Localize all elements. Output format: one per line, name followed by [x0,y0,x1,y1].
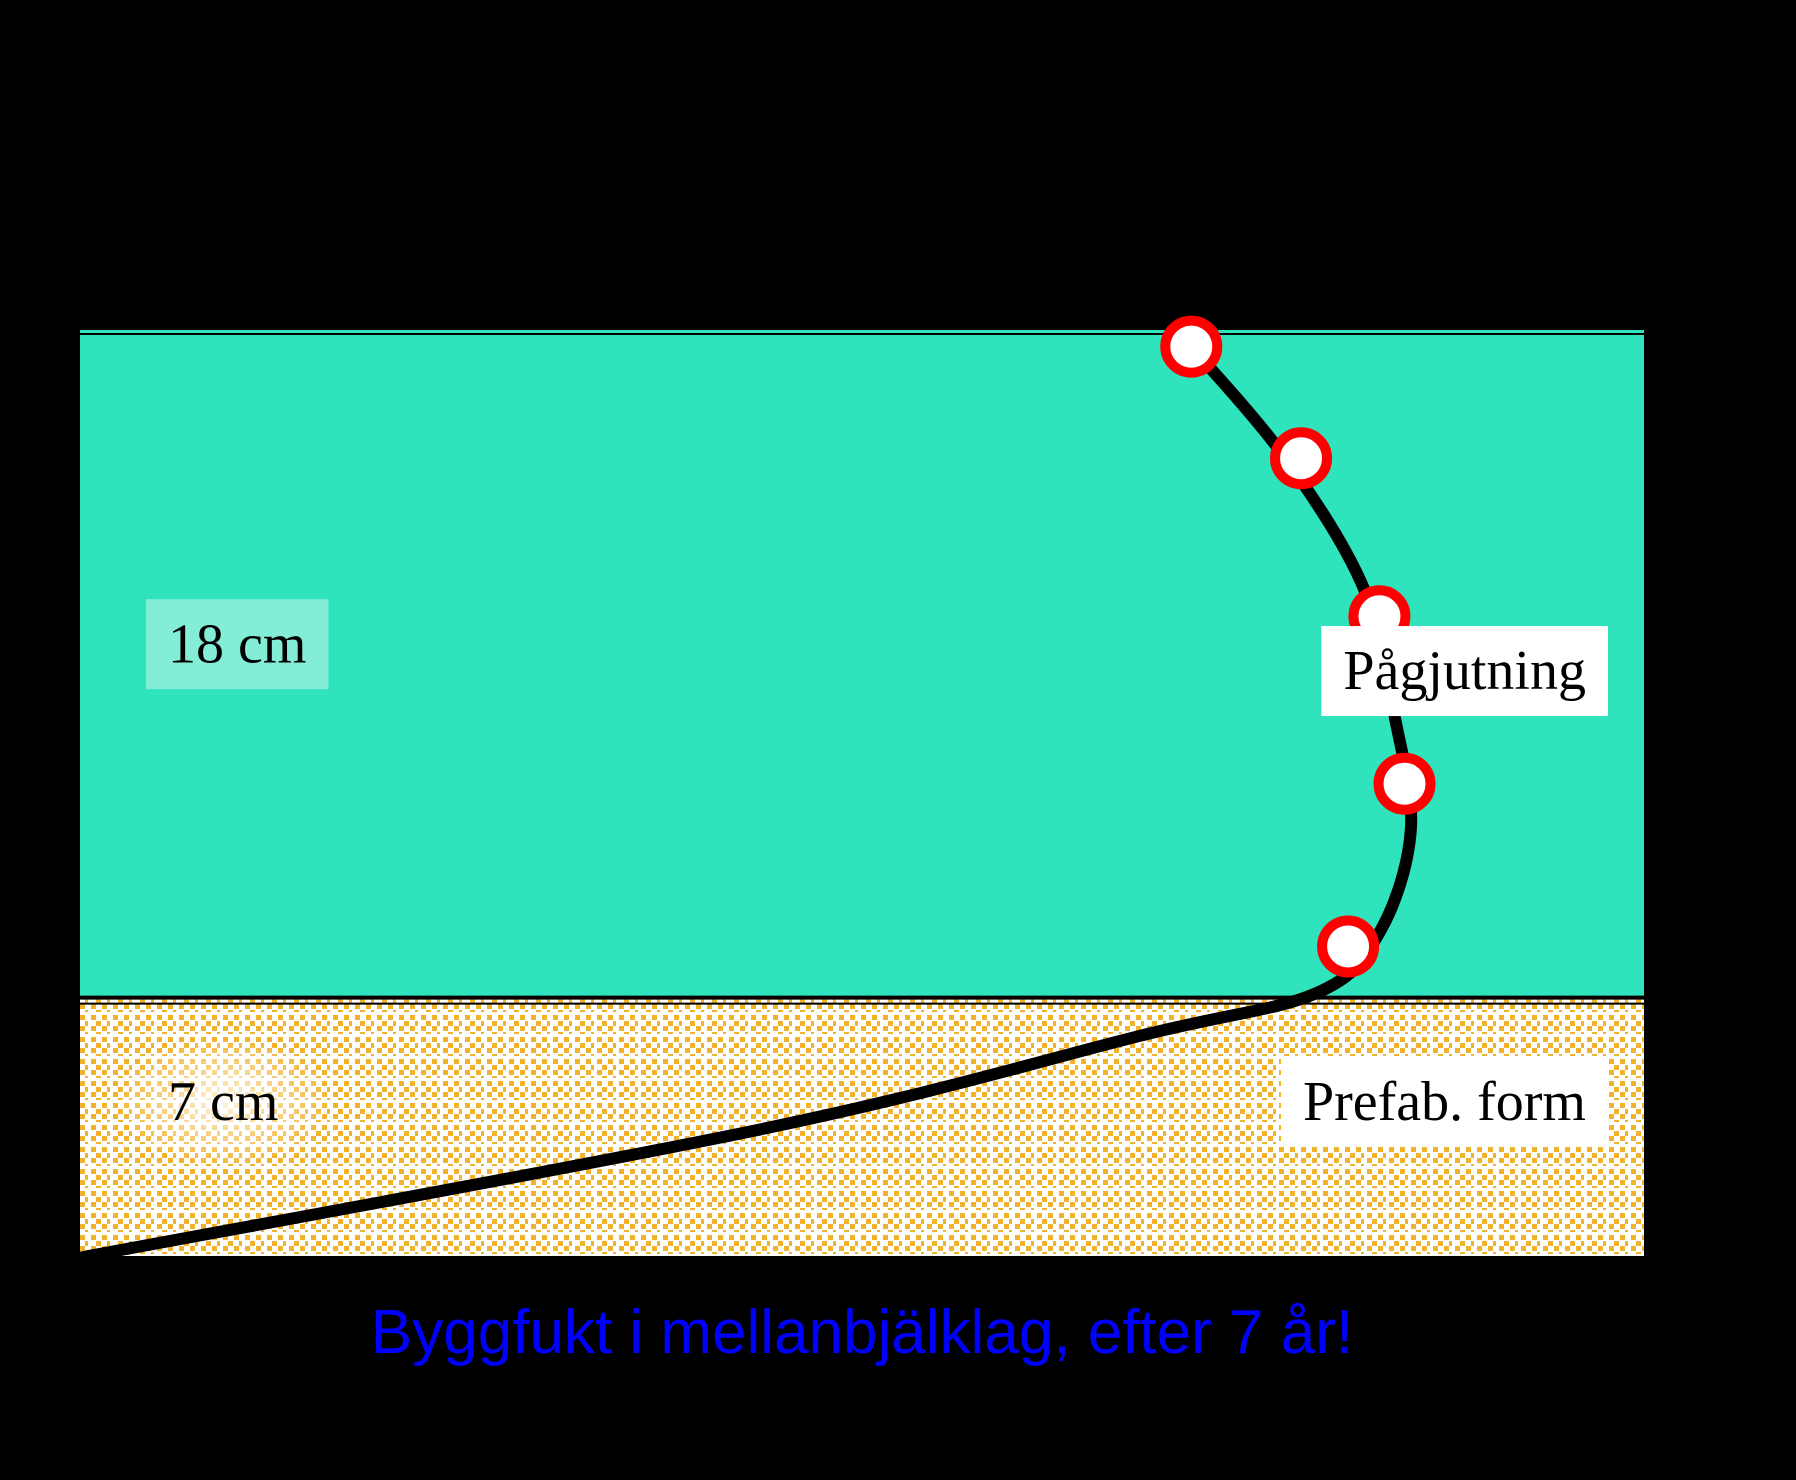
axis-tick-label: 90 [1306,245,1358,302]
measurement-point [1275,432,1327,484]
bottom-thickness-label: 7 cm [120,1040,327,1164]
caption: Byggfukt i mellanbjälklag, efter 7 år! [371,1298,1353,1367]
measurement-point [1165,321,1217,373]
measurement-point [1379,758,1431,810]
bottom-name-label-text: Prefab. form [1303,1071,1586,1133]
axis-tick-label: 60 [366,245,418,302]
top-thickness-label: 18 cm [146,599,328,689]
bottom-thickness-label-text: 7 cm [168,1071,278,1133]
axis-tick-label: 70 [679,245,731,302]
bottom-name-label: Prefab. form [1281,1057,1608,1147]
axis-tick-label: 80 [993,245,1045,302]
measurement-point [1322,920,1374,972]
axis-tick-label: 100 [1607,245,1685,302]
top-name-label: Pågjutning [1321,626,1608,716]
axis-title: RF [%] [776,156,948,221]
axis-tick-label: 50 [52,245,104,302]
top-thickness-label-text: 18 cm [168,613,306,675]
top-name-label-text: Pågjutning [1343,640,1586,702]
